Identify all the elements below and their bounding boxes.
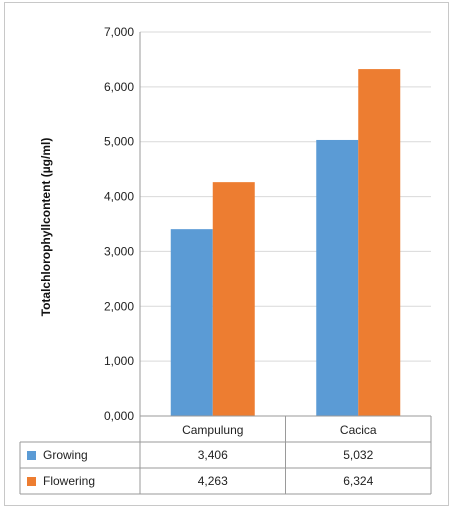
legend-key-growing bbox=[27, 451, 36, 460]
y-tick-label: 4,000 bbox=[104, 190, 134, 204]
x-tick-label: Cacica bbox=[340, 423, 377, 437]
legend-key-flowering bbox=[27, 477, 36, 486]
bars bbox=[170, 69, 401, 416]
legend-label-flowering: Flowering bbox=[43, 474, 95, 488]
bar-flowering-cacica bbox=[358, 69, 401, 416]
y-tick-label: 3,000 bbox=[104, 244, 134, 258]
data-value-cell: 4,263 bbox=[198, 474, 228, 488]
data-value-cell: 6,324 bbox=[343, 474, 373, 488]
y-axis-ticks: 0,000 1,000 2,000 3,000 4,000 5,000 6,000 7,000 bbox=[104, 25, 134, 423]
data-value-cell: 3,406 bbox=[198, 448, 228, 462]
bar-flowering-campulung bbox=[212, 182, 255, 416]
y-tick-label: 2,000 bbox=[104, 299, 134, 313]
legend-label-growing: Growing bbox=[43, 448, 88, 462]
y-tick-label: 7,000 bbox=[104, 25, 134, 39]
y-tick-label: 0,000 bbox=[104, 409, 134, 423]
y-tick-label: 5,000 bbox=[104, 135, 134, 149]
data-value-cell: 5,032 bbox=[343, 448, 373, 462]
y-axis-label: Totalchlorophyllcontent (µg/ml) bbox=[39, 138, 53, 317]
x-tick-label: Campulung bbox=[182, 423, 243, 437]
data-table: Campulung Cacica Growing 3,406 5,032 Flowerin… bbox=[19, 415, 432, 495]
bar-growing-cacica bbox=[316, 139, 359, 416]
y-tick-label: 6,000 bbox=[104, 80, 134, 94]
bar-growing-campulung bbox=[170, 229, 213, 416]
y-tick-label: 1,000 bbox=[104, 354, 134, 368]
